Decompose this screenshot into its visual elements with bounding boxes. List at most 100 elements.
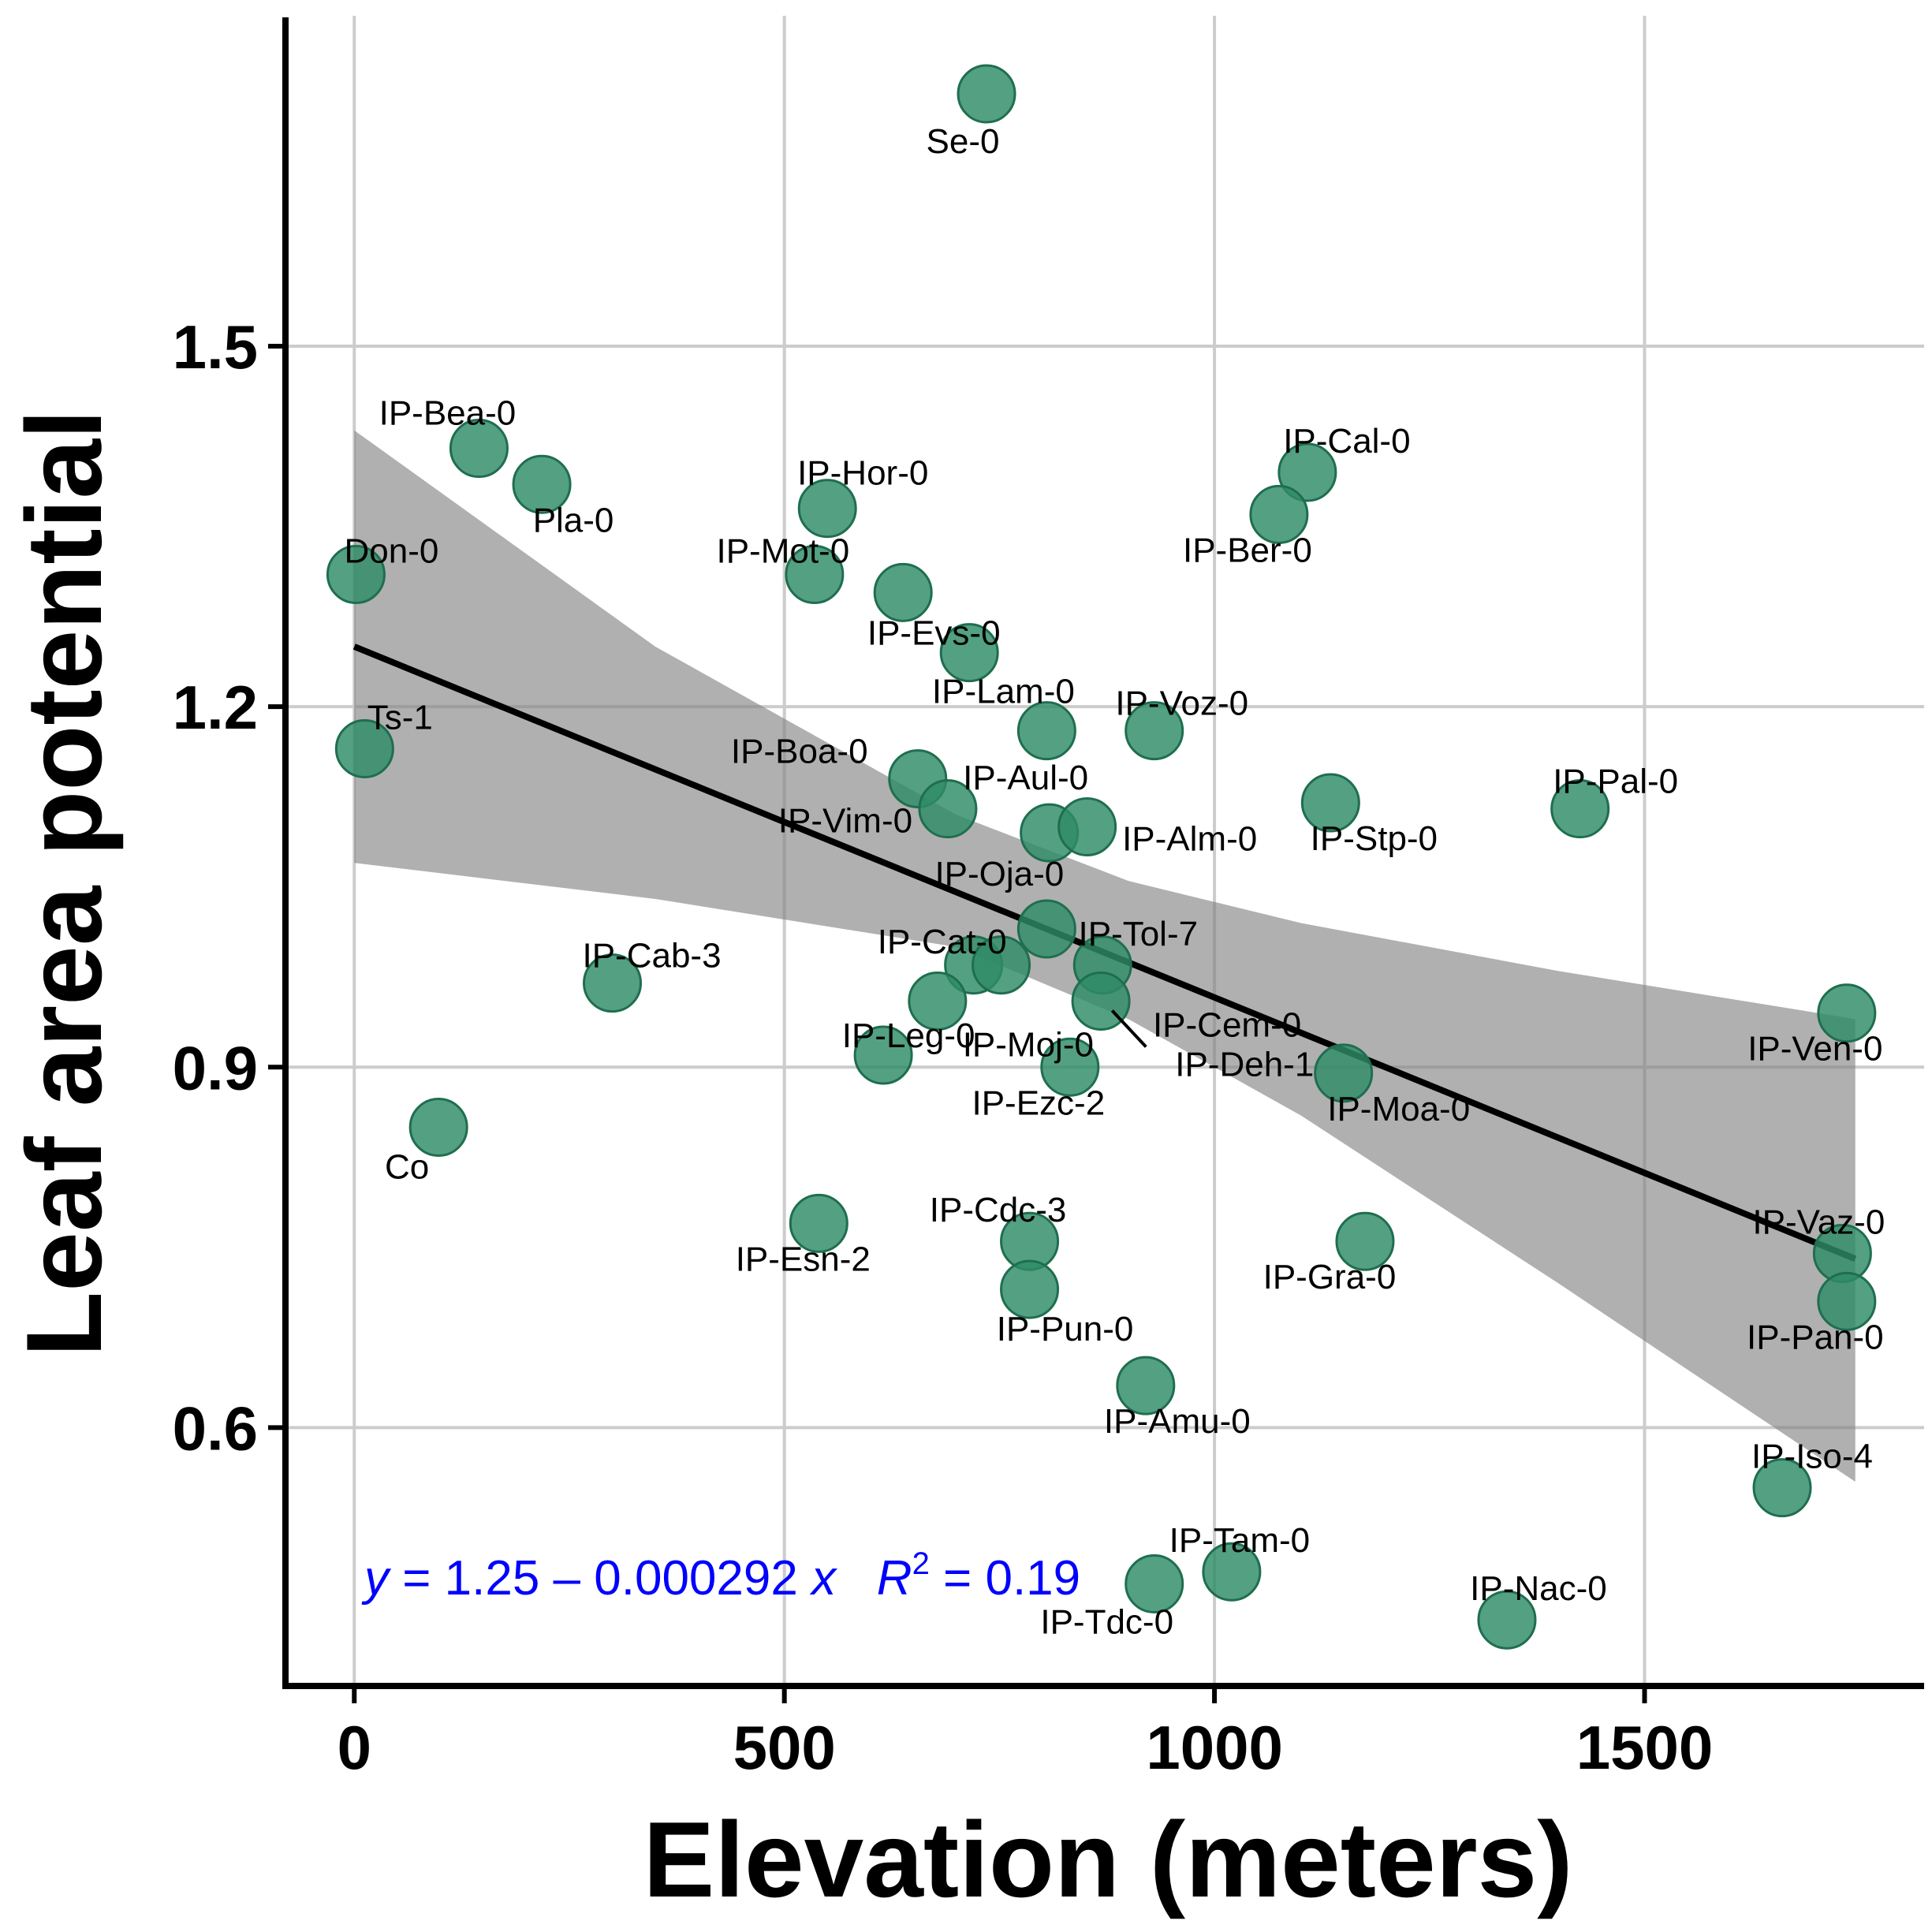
data-point (1249, 484, 1309, 544)
data-point (1057, 797, 1117, 857)
data-point (1300, 773, 1360, 833)
data-point (1116, 1356, 1176, 1415)
axes (268, 17, 1924, 1703)
data-point (1550, 779, 1610, 839)
point-label: IP-Cab-3 (582, 937, 721, 975)
point-label: IP-Vaz-0 (1752, 1203, 1885, 1241)
data-point (918, 779, 978, 839)
point-label: IP-Mot-0 (716, 532, 849, 571)
point-label: IP-Tdc-0 (1040, 1602, 1173, 1641)
data-point (873, 562, 933, 622)
equation-x-var: x (809, 1551, 837, 1606)
data-point (512, 454, 572, 514)
data-point (957, 64, 1016, 124)
point-label: IP-Bea-0 (379, 394, 517, 433)
data-points (326, 64, 1877, 1650)
point-label: IP-Pan-0 (1747, 1318, 1884, 1356)
data-point (1817, 1271, 1877, 1331)
data-point (1817, 983, 1877, 1043)
point-label: IP-Vim-0 (778, 802, 912, 841)
point-label: IP-Lam-0 (932, 673, 1075, 711)
x-tick-label: 0 (338, 1713, 371, 1782)
data-point (1314, 1043, 1374, 1103)
y-tick-label: 1.5 (173, 312, 258, 382)
point-label: IP-Cem-0 (1153, 1005, 1301, 1044)
data-point (1016, 701, 1076, 761)
point-label: IP-Tol-7 (1078, 915, 1198, 953)
y-tick-label: 0.6 (173, 1393, 258, 1463)
point-label: Se-0 (927, 122, 1000, 161)
equation-r-superscript: 2 (912, 1546, 930, 1581)
data-point (1335, 1211, 1395, 1271)
point-label: IP-Amu-0 (1104, 1402, 1251, 1441)
regression-equation: y = 1.25 – 0.000292 x R2 = 0.19 (361, 1546, 1080, 1606)
point-label: IP-Voz-0 (1115, 684, 1248, 723)
data-point (1040, 1037, 1100, 1097)
equation-intercept-slope: = 1.25 – 0.000292 (389, 1551, 811, 1606)
point-label: IP-Esn-2 (736, 1240, 871, 1278)
data-point (972, 935, 1031, 995)
point-label: IP-Pun-0 (997, 1310, 1134, 1348)
data-point (939, 623, 999, 683)
point-label: IP-Moj-0 (963, 1025, 1094, 1064)
data-point (1752, 1458, 1812, 1518)
point-label: IP-Cat-0 (878, 923, 1007, 961)
label-leader-line (1110, 1009, 1147, 1048)
equation-r-value: = 0.19 (930, 1551, 1080, 1606)
equation-y-var: y (361, 1551, 392, 1606)
data-point (334, 718, 394, 778)
point-label: IP-Gra-0 (1263, 1258, 1397, 1296)
data-point (1477, 1590, 1537, 1650)
point-label: IP-Iso-4 (1751, 1438, 1873, 1476)
data-point (1016, 899, 1076, 959)
equation-gap (836, 1551, 877, 1606)
x-tick-label: 500 (733, 1713, 836, 1782)
y-axis-title: Leaf area potential (4, 409, 124, 1357)
tick-labels: 0 500 1000 1500 0.6 0.9 1.2 1.5 (173, 312, 1714, 1782)
data-point (1000, 1259, 1060, 1319)
data-point (449, 419, 509, 479)
point-label: IP-Leg-0 (842, 1016, 975, 1055)
point-label: IP-Hor-0 (797, 454, 928, 493)
point-label: IP-Alm-0 (1122, 820, 1257, 859)
equation-r-var: R (877, 1551, 912, 1606)
data-point (789, 1193, 849, 1253)
data-point (1125, 1553, 1184, 1613)
point-label: Don-0 (345, 532, 439, 571)
point-label: IP-Ezc-2 (972, 1083, 1105, 1122)
data-point (785, 545, 845, 605)
point-label: IP-Cal-0 (1283, 422, 1410, 461)
point-label: Ts-1 (367, 698, 433, 737)
point-label: IP-Deh-1 (1175, 1045, 1314, 1083)
data-point (408, 1097, 468, 1157)
x-axis-title: Elevation (meters) (643, 1800, 1572, 1919)
data-point (797, 479, 857, 539)
point-label: IP-Evs-0 (867, 614, 1001, 653)
point-label: IP-Moa-0 (1327, 1090, 1470, 1128)
data-point (326, 545, 386, 605)
point-label: Pla-0 (533, 501, 614, 539)
point-label: IP-Aul-0 (963, 759, 1088, 797)
data-point (583, 953, 643, 1013)
point-label: IP-Ber-0 (1183, 531, 1312, 569)
x-tick-label: 1000 (1146, 1713, 1283, 1782)
point-labels: Se-0 IP-Bea-0 Pla-0 IP-Hor-0 IP-Mot-0 Don-0 IP… (345, 122, 1885, 1641)
point-label: IP-Pal-0 (1553, 763, 1678, 801)
point-label: IP-Ven-0 (1747, 1030, 1882, 1069)
data-point (908, 971, 968, 1031)
data-point (1202, 1542, 1262, 1602)
point-label: Co (385, 1147, 429, 1186)
data-point (1277, 442, 1337, 502)
point-label: IP-Oja-0 (934, 855, 1064, 893)
data-point (1125, 701, 1184, 761)
y-tick-label: 1.2 (173, 673, 258, 742)
point-label: IP-Cdc-3 (930, 1191, 1067, 1229)
point-label: IP-Tam-0 (1169, 1521, 1310, 1560)
data-point (853, 1025, 913, 1085)
x-tick-label: 1500 (1576, 1713, 1714, 1782)
y-tick-label: 0.9 (173, 1033, 258, 1102)
point-label: IP-Boa-0 (731, 733, 868, 771)
point-label: IP-Nac-0 (1470, 1569, 1607, 1608)
point-label: IP-Stp-0 (1311, 819, 1438, 858)
